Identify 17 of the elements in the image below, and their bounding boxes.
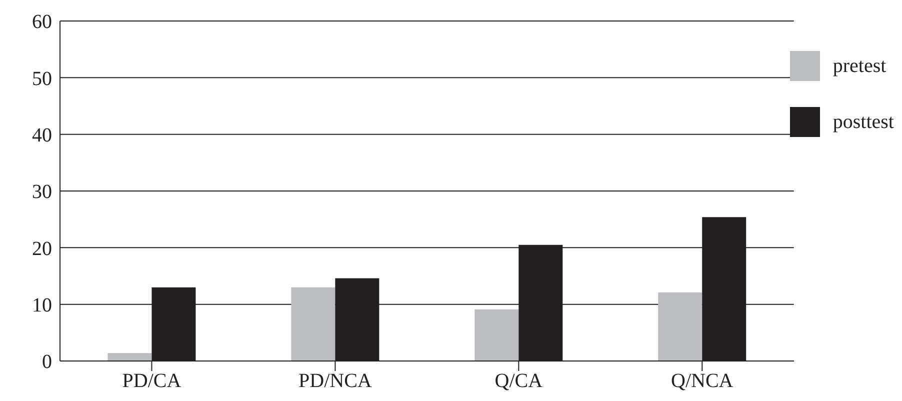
y-tick-label: 30 [32,181,52,204]
x-tick-label: PD/CA [122,370,182,392]
bar [658,292,702,361]
legend-label: posttest [832,110,894,134]
y-tick-label: 40 [32,124,52,146]
y-tick-label: 50 [32,68,52,90]
y-tick-label: 60 [32,11,52,34]
x-tick-label: Q/NCA [671,370,734,392]
y-tick-label: 20 [32,238,52,260]
x-tick-label: Q/CA [494,370,544,392]
y-tick-label: 10 [32,294,52,316]
bar [291,287,336,361]
legend-label: pretest [832,54,886,78]
bar [474,309,519,361]
y-tick-label: 0 [42,351,52,374]
bar [108,353,152,361]
x-tick-label: PD/NCA [298,370,372,392]
